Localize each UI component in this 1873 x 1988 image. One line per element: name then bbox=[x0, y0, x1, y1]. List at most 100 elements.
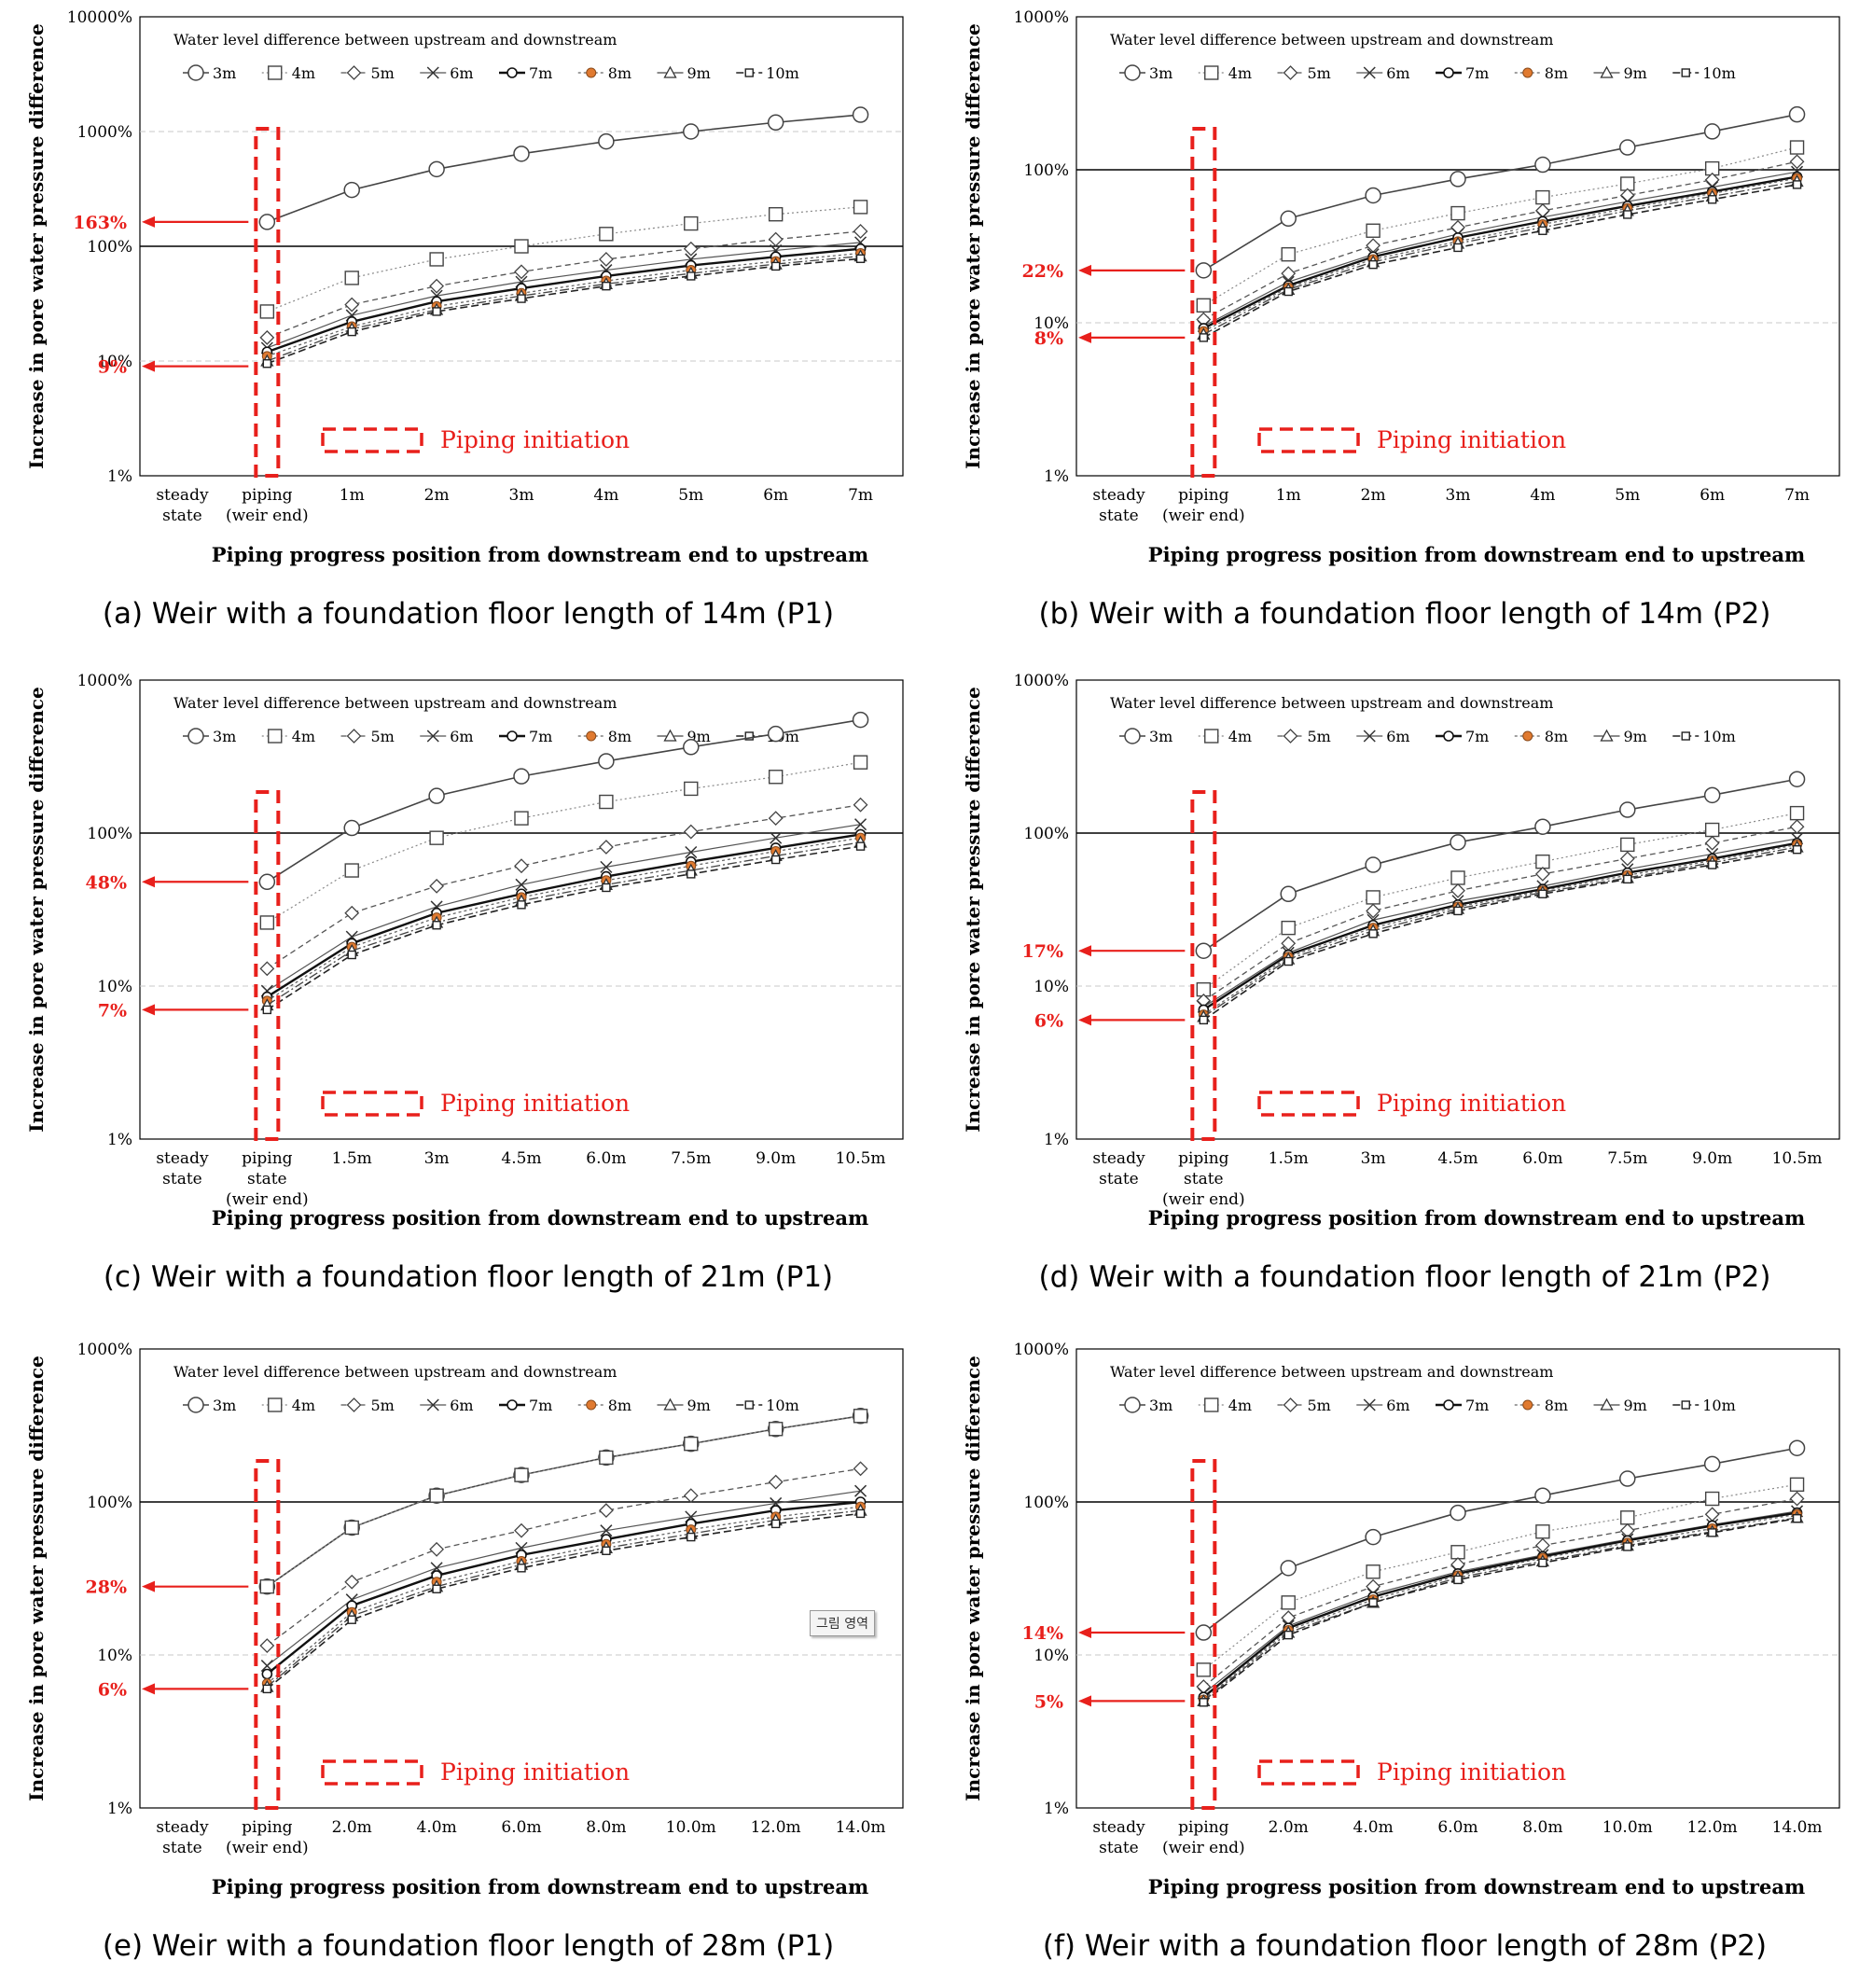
y-tick-label: 100% bbox=[1023, 1494, 1069, 1512]
data-point bbox=[1789, 1477, 1805, 1493]
x-tick-label: 5m bbox=[678, 486, 703, 505]
data-point bbox=[1195, 262, 1213, 279]
x-tick-label: 6.0m bbox=[1522, 1149, 1562, 1168]
series-line bbox=[266, 1490, 861, 1667]
data-point bbox=[259, 329, 275, 345]
annotation-arrow bbox=[142, 876, 249, 888]
data-point bbox=[598, 132, 615, 150]
data-point bbox=[1620, 837, 1635, 853]
series-line bbox=[1202, 841, 1797, 1011]
data-point bbox=[1453, 1575, 1463, 1585]
legend: 3m 4m 5m 6m 7m 8m 9m 10m bbox=[1119, 728, 1736, 745]
data-point bbox=[1450, 834, 1466, 851]
piping-key-swatch bbox=[321, 1091, 423, 1117]
data-point bbox=[598, 840, 614, 855]
data-point bbox=[259, 1578, 275, 1594]
data-point bbox=[514, 858, 529, 874]
y-tick-label: 10000% bbox=[67, 8, 132, 27]
y-tick-label: 100% bbox=[87, 825, 132, 843]
legend-entry: 7m bbox=[1465, 1397, 1489, 1414]
annotation-arrow bbox=[1078, 945, 1186, 957]
x-tick-label: 10.0m bbox=[666, 1818, 716, 1837]
data-point bbox=[517, 900, 526, 910]
legend-marker bbox=[744, 1400, 754, 1410]
series-line bbox=[266, 1467, 861, 1647]
x-tick-label: piping bbox=[1178, 1818, 1229, 1837]
legend-entry: 5m bbox=[1308, 64, 1331, 82]
series-line bbox=[1202, 1497, 1797, 1688]
data-point bbox=[598, 753, 615, 770]
data-point bbox=[1450, 1504, 1466, 1522]
data-point bbox=[1788, 1439, 1806, 1456]
data-point bbox=[432, 921, 441, 930]
data-point bbox=[428, 160, 445, 178]
legend-marker bbox=[1124, 64, 1141, 81]
y-axis-label: Increase in pore water pressure differen… bbox=[25, 1355, 48, 1801]
data-point bbox=[1789, 819, 1805, 835]
data-point bbox=[1538, 889, 1547, 898]
series-line bbox=[1202, 1447, 1797, 1633]
legend-marker bbox=[1283, 729, 1298, 744]
y-axis-label: Increase in pore water pressure differen… bbox=[962, 23, 984, 469]
x-axis-label: Piping progress position from downstream… bbox=[212, 543, 868, 566]
legend-entry: 10m bbox=[766, 64, 799, 82]
x-tick-label: steady bbox=[156, 1149, 209, 1168]
legend-entry: 3m bbox=[1149, 1397, 1172, 1414]
annotation-arrow bbox=[142, 215, 249, 228]
data-point bbox=[517, 294, 526, 303]
legend-entry: 8m bbox=[1545, 728, 1568, 745]
legend-marker bbox=[1522, 730, 1533, 742]
series-line bbox=[266, 247, 861, 354]
x-tick-label: steady bbox=[156, 486, 209, 505]
data-point bbox=[1283, 1630, 1293, 1640]
y-tick-label: 100% bbox=[1023, 161, 1069, 180]
data-point bbox=[683, 1488, 699, 1504]
data-point bbox=[1620, 1510, 1635, 1525]
legend-marker bbox=[268, 1397, 283, 1412]
piping-initiation-label: Piping initiation bbox=[1377, 1090, 1566, 1117]
x-axis-label: Piping progress position from downstream… bbox=[212, 1206, 868, 1230]
legend-marker bbox=[1363, 1398, 1376, 1411]
legend-entry: 8m bbox=[1545, 64, 1568, 82]
data-point bbox=[1534, 156, 1551, 174]
x-tick-label: steady bbox=[1092, 486, 1145, 505]
y-tick-label: 1% bbox=[107, 467, 132, 486]
series-line bbox=[266, 718, 861, 883]
data-point bbox=[1704, 1491, 1720, 1507]
series-line bbox=[266, 1512, 861, 1690]
legend-marker bbox=[187, 728, 204, 744]
series-3m bbox=[1195, 1439, 1806, 1641]
x-tick-label: state bbox=[247, 1170, 287, 1189]
x-tick-label: steady bbox=[1092, 1818, 1145, 1837]
annotation-arrow bbox=[1078, 1627, 1186, 1639]
figure-caption: (b) Weir with a foundation floor length … bbox=[1038, 597, 1771, 631]
legend-marker bbox=[1600, 1397, 1614, 1411]
legend: 3m 4m 5m 6m 7m 8m 9m 10m bbox=[183, 64, 799, 82]
series-line bbox=[267, 257, 861, 365]
data-point bbox=[600, 1524, 613, 1537]
series-3m bbox=[258, 711, 869, 891]
data-point bbox=[1280, 885, 1297, 903]
y-tick-label: 1% bbox=[107, 1800, 132, 1818]
series-10m bbox=[262, 1508, 866, 1694]
data-point bbox=[1368, 259, 1378, 270]
x-tick-label: 5m bbox=[1615, 486, 1640, 505]
data-point bbox=[429, 878, 445, 894]
x-tick-label: 6m bbox=[1700, 486, 1725, 505]
series-line bbox=[1202, 846, 1797, 1018]
data-point bbox=[768, 770, 784, 785]
x-tick-label: 2m bbox=[424, 486, 450, 505]
data-point bbox=[1534, 818, 1551, 835]
legend-entry: 10m bbox=[1702, 1397, 1736, 1414]
y-tick-label: 10% bbox=[97, 1647, 132, 1665]
data-point bbox=[347, 950, 356, 960]
data-point bbox=[602, 1546, 611, 1555]
y-tick-label: 1000% bbox=[1014, 8, 1069, 27]
legend-entry: 7m bbox=[1465, 728, 1489, 745]
data-point bbox=[1281, 246, 1296, 262]
chart-panel-d: 1% 10% 100% 1000% steady state piping state (wei… bbox=[936, 663, 1873, 1319]
legend-entry: 7m bbox=[529, 1397, 552, 1414]
series-4m bbox=[259, 1409, 868, 1594]
y-tick-label: 1000% bbox=[1014, 672, 1069, 690]
data-point bbox=[1365, 856, 1381, 873]
